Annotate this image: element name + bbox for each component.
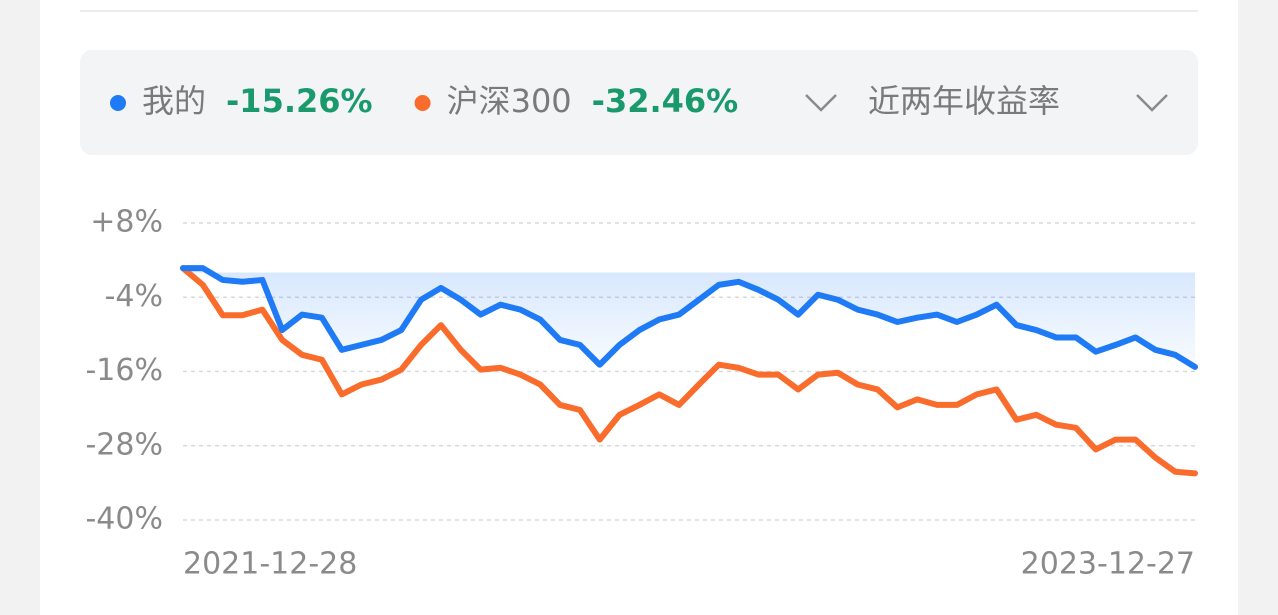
legend-name: 我的 xyxy=(142,82,206,120)
legend-box xyxy=(80,50,1198,155)
series-line xyxy=(180,265,1198,477)
legend-dot xyxy=(414,95,431,111)
chevron[interactable] xyxy=(1136,94,1168,112)
legend-dot xyxy=(110,95,126,111)
period-label[interactable]: 近两年收益率 xyxy=(868,82,1060,120)
y-tick-label: -4% xyxy=(105,279,163,314)
y-tick-label: +8% xyxy=(90,205,163,240)
y-tick-label: -28% xyxy=(85,427,163,462)
area-fill xyxy=(183,268,1195,367)
series-line xyxy=(180,265,1198,370)
legend-name: 沪深300 xyxy=(447,82,572,120)
x-tick-label: 2021-12-28 xyxy=(183,547,357,582)
x-tick-label: 2023-12-27 xyxy=(1021,547,1195,582)
chevron[interactable] xyxy=(805,94,837,112)
period-selector[interactable]: 近两年收益率 xyxy=(868,82,1168,120)
legend: 我的 -15.26% 沪深300 -32.46% xyxy=(110,82,837,120)
legend-return: -32.46% xyxy=(592,82,739,120)
legend-return: -15.26% xyxy=(226,82,373,120)
y-tick-label: -40% xyxy=(85,502,163,537)
y-tick-label: -16% xyxy=(85,353,163,388)
